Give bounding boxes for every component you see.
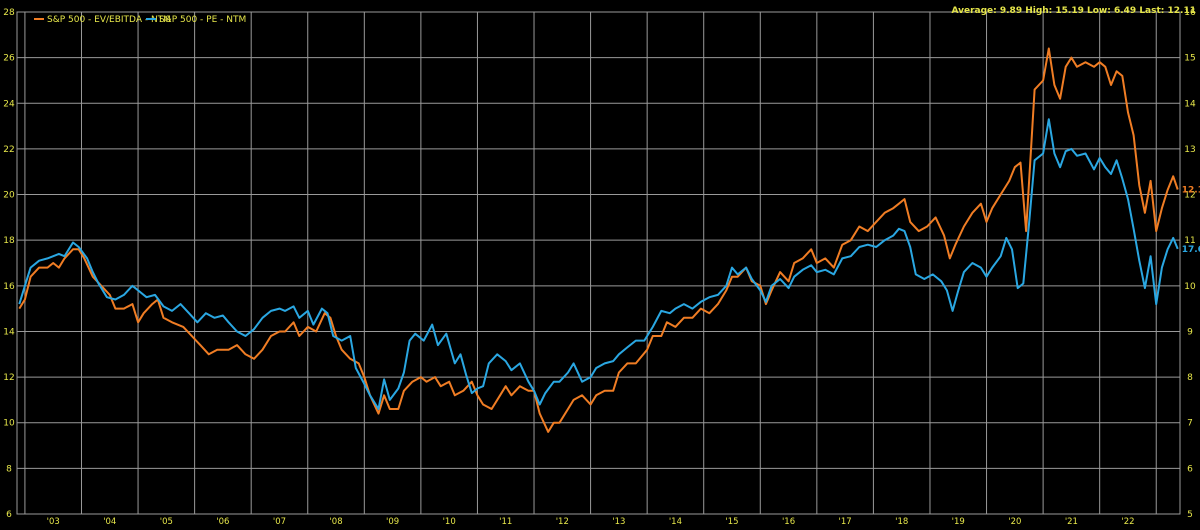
x-tick-label: '10 — [443, 517, 456, 527]
left-tick-label: 8 — [6, 464, 12, 474]
plot-frame — [16, 11, 1181, 515]
right-tick-label: 7 — [1187, 419, 1193, 429]
right-tick-label: 16 — [1184, 8, 1196, 18]
x-tick-label: '04 — [103, 517, 116, 527]
left-tick-label: 28 — [3, 8, 15, 18]
x-tick-label: '03 — [47, 517, 60, 527]
left-tick-label: 10 — [3, 419, 15, 429]
x-tick-label: '15 — [725, 517, 738, 527]
right-tick-label: 10 — [1184, 282, 1196, 292]
x-tick-label: '18 — [895, 517, 908, 527]
x-tick-label: '22 — [1121, 517, 1134, 527]
x-tick-label: '16 — [782, 517, 795, 527]
last-value-label: 17.62 — [1182, 245, 1200, 255]
x-tick-label: '05 — [160, 517, 173, 527]
legend-label: S&P 500 - EV/EBITDA - NTM — [47, 15, 171, 25]
series-layer: 12.11 17.62 — [18, 47, 1200, 433]
legend-label: S&P 500 - PE - NTM — [159, 15, 246, 25]
left-tick-label: 12 — [3, 373, 14, 383]
x-axis: '03 '04 '05 '06 '07 '08 '09 '10 '11 '12 '13 '14 '15 '… — [47, 517, 1135, 527]
right-tick-label: 13 — [1184, 145, 1195, 155]
x-tick-label: '13 — [612, 517, 625, 527]
left-tick-label: 6 — [6, 510, 12, 520]
left-tick-label: 16 — [3, 282, 15, 292]
x-tick-label: '06 — [216, 517, 229, 527]
right-tick-label: 8 — [1187, 373, 1193, 383]
right-tick-label: 12 — [1184, 191, 1195, 201]
x-tick-label: '09 — [386, 517, 399, 527]
x-tick-label: '17 — [839, 517, 852, 527]
right-tick-label: 9 — [1187, 327, 1193, 337]
stats-text: Average: 9.89 High: 15.19 Low: 6.49 Last… — [951, 6, 1196, 16]
x-tick-label: '07 — [273, 517, 286, 527]
x-tick-label: '21 — [1065, 517, 1078, 527]
pe-series-line — [18, 118, 1179, 410]
right-axis: 5 6 7 8 9 10 11 12 13 14 15 16 — [1184, 8, 1196, 520]
left-tick-label: 14 — [3, 327, 15, 337]
right-tick-label: 5 — [1187, 510, 1193, 520]
x-tick-label: '08 — [329, 517, 342, 527]
x-tick-label: '12 — [556, 517, 569, 527]
left-tick-label: 22 — [3, 145, 14, 155]
ev-ebitda-series-line — [18, 47, 1179, 433]
left-axis: 6 8 10 12 14 16 18 20 22 24 26 28 — [3, 8, 15, 520]
x-tick-label: '11 — [499, 517, 512, 527]
left-tick-label: 26 — [3, 54, 15, 64]
x-tick-label: '19 — [952, 517, 965, 527]
last-value-label: 12.11 — [1182, 186, 1200, 196]
right-tick-label: 11 — [1184, 236, 1195, 246]
x-tick-label: '20 — [1008, 517, 1021, 527]
left-tick-label: 20 — [3, 191, 15, 201]
right-tick-label: 14 — [1184, 99, 1196, 109]
left-tick-label: 18 — [3, 236, 15, 246]
right-tick-label: 15 — [1184, 54, 1195, 64]
grid — [16, 11, 1181, 515]
left-tick-label: 24 — [3, 99, 15, 109]
x-tick-label: '14 — [669, 517, 682, 527]
right-tick-label: 6 — [1187, 464, 1193, 474]
